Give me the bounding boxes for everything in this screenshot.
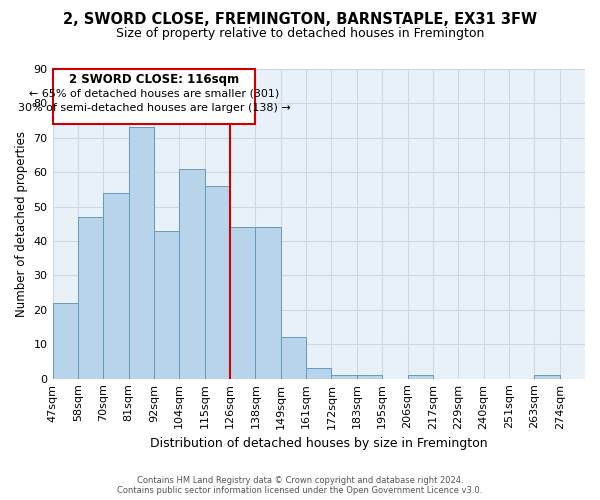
Text: ← 65% of detached houses are smaller (301): ← 65% of detached houses are smaller (30… <box>29 88 279 98</box>
Bar <box>205 186 230 378</box>
Text: 30% of semi-detached houses are larger (138) →: 30% of semi-detached houses are larger (… <box>17 103 290 113</box>
Bar <box>534 375 560 378</box>
Bar <box>230 228 256 378</box>
Text: 2 SWORD CLOSE: 116sqm: 2 SWORD CLOSE: 116sqm <box>69 73 239 86</box>
Bar <box>128 128 154 378</box>
Text: Contains HM Land Registry data © Crown copyright and database right 2024.: Contains HM Land Registry data © Crown c… <box>137 476 463 485</box>
Text: 2, SWORD CLOSE, FREMINGTON, BARNSTAPLE, EX31 3FW: 2, SWORD CLOSE, FREMINGTON, BARNSTAPLE, … <box>63 12 537 28</box>
Bar <box>357 375 382 378</box>
Bar <box>179 169 205 378</box>
X-axis label: Distribution of detached houses by size in Fremington: Distribution of detached houses by size … <box>150 437 488 450</box>
Bar <box>53 303 78 378</box>
Bar <box>154 230 179 378</box>
Bar <box>331 375 357 378</box>
Y-axis label: Number of detached properties: Number of detached properties <box>15 131 28 317</box>
Bar <box>281 338 306 378</box>
Text: Size of property relative to detached houses in Fremington: Size of property relative to detached ho… <box>116 28 484 40</box>
Bar <box>256 228 281 378</box>
Bar <box>407 375 433 378</box>
Bar <box>103 193 128 378</box>
Bar <box>306 368 331 378</box>
Bar <box>78 217 103 378</box>
Text: Contains public sector information licensed under the Open Government Licence v3: Contains public sector information licen… <box>118 486 482 495</box>
